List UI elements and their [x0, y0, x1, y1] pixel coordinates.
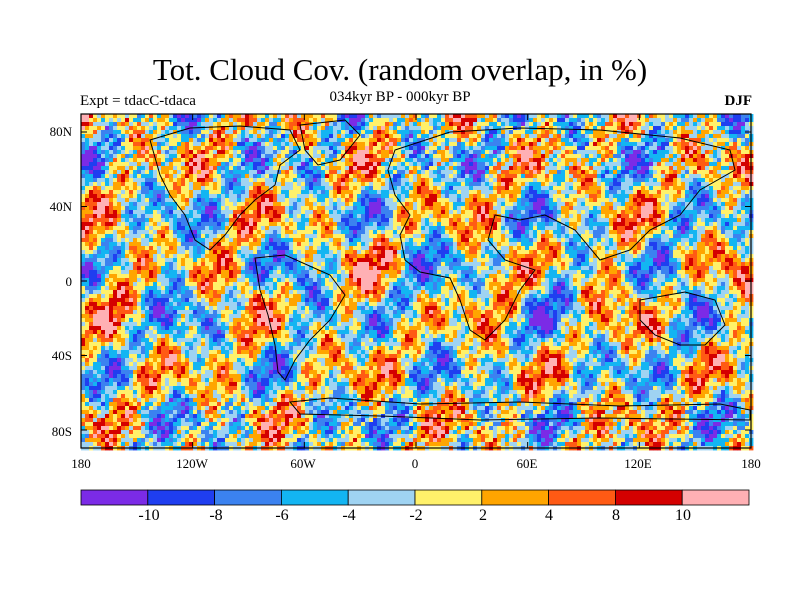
lat-label-80n: 80N [49, 124, 72, 139]
lat-label-0: 0 [65, 274, 73, 289]
period-label: 034kyr BP - 000kyr BP [329, 89, 471, 105]
colorbar-label-1: -10 [138, 507, 160, 524]
lon-label-60w: 60W [290, 456, 316, 471]
lat-label-80s: 80S [51, 424, 72, 439]
lon-label-120e: 120E [624, 456, 652, 471]
lon-label-60e: 60E [516, 456, 538, 471]
colorbar-swatch [414, 489, 483, 506]
colorbar-swatch [80, 489, 149, 506]
colorbar-label-5: -2 [409, 507, 423, 524]
colorbar-label-6: 2 [479, 507, 487, 524]
colorbar-label-2: -8 [209, 507, 223, 524]
colorbar-swatch [548, 489, 616, 506]
experiment-label: Expt = tdacC-tdaca [80, 93, 196, 109]
continent-outline [149, 125, 301, 251]
lat-label-40s: 40S [51, 348, 72, 363]
coastline-outline [149, 119, 751, 421]
continent-outline [289, 397, 751, 421]
colorbar-swatch [615, 489, 683, 506]
map-title: Tot. Cloud Cov. (random overlap, in %) [152, 52, 648, 87]
lon-label-0: 0 [411, 456, 419, 471]
continent-outline [299, 119, 361, 166]
colorbar-label-3: -6 [275, 507, 289, 524]
continent-outline [387, 127, 736, 341]
lon-label-180e: 180 [741, 456, 761, 471]
continent-outline [254, 254, 346, 381]
lon-label-120w: 120W [176, 456, 208, 471]
colorbar-label-4: -4 [342, 507, 356, 524]
season-label: DJF [724, 93, 753, 109]
axis-ticks [80, 114, 752, 448]
cloud-cover-field [81, 114, 754, 451]
colorbar-swatch [147, 489, 216, 506]
continent-outline [639, 291, 726, 346]
colorbar-swatch [347, 489, 416, 506]
colorbar-label-7: 4 [545, 507, 553, 524]
colorbar-swatch [681, 489, 750, 506]
colorbar-swatch [214, 489, 282, 506]
colorbar [80, 489, 750, 506]
colorbar-swatch [481, 489, 549, 506]
lat-label-40n: 40N [49, 199, 72, 214]
colorbar-label-8: 8 [612, 507, 620, 524]
colorbar-swatch [280, 489, 349, 506]
lon-label-180w: 180 [71, 456, 91, 471]
colorbar-label-9: 10 [675, 507, 691, 524]
